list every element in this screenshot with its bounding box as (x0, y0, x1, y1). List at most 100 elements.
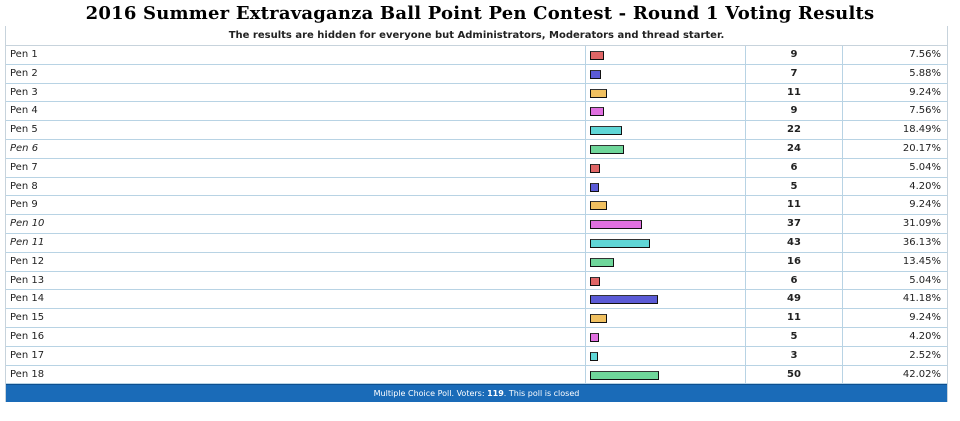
poll-option-row: Pen 17 3 2.52% (6, 346, 947, 366)
poll-option-percent: 4.20% (909, 330, 941, 342)
poll-option-percent: 7.56% (909, 105, 941, 117)
poll-option-row: Pen 3 11 9.24% (6, 83, 947, 103)
poll-option-bar-cell (586, 177, 746, 196)
footer-prefix: Multiple Choice Poll. Voters: (373, 389, 488, 399)
poll-options-list: Pen 1 9 7.56% Pen 2 7 5.88% Pen 3 11 9.24% Pen 4 9… (6, 46, 947, 385)
poll-option-label: Pen 9 (6, 196, 586, 215)
poll-option-percent: 13.45% (902, 255, 941, 267)
poll-option-bar (590, 182, 599, 192)
poll-option-percent: 7.56% (909, 49, 941, 60)
poll-option-label: Pen 12 (6, 252, 586, 271)
poll-option-row: Pen 5 22 18.49% (6, 121, 947, 140)
poll-option-row: Pen 4 9 7.56% (6, 102, 947, 122)
poll-option-bar-cell (586, 64, 746, 83)
poll-option-bar (590, 332, 599, 342)
poll-option-votes: 50 (746, 365, 843, 384)
poll-option-votes: 11 (746, 309, 843, 327)
poll-option-bar-cell (586, 139, 746, 158)
results-hidden-notice: The results are hidden for everyone but … (6, 26, 947, 46)
poll-option-label: Pen 2 (6, 64, 586, 83)
poll-option-row: Pen 2 7 5.88% (6, 64, 947, 84)
poll-option-votes: 5 (746, 327, 843, 346)
poll-option-bar (590, 126, 622, 136)
poll-option-bar (590, 257, 614, 267)
poll-option-percent: 4.20% (909, 180, 941, 192)
poll-option-label: Pen 18 (6, 365, 586, 384)
poll-option-votes: 49 (746, 290, 843, 309)
poll-option-row: Pen 10 37 31.09% (6, 215, 947, 234)
poll-option-label: Pen 5 (6, 121, 586, 139)
poll-option-percent: 9.24% (909, 199, 941, 211)
poll-option-row: Pen 13 6 5.04% (6, 271, 947, 291)
voter-count: 119 (487, 389, 504, 399)
poll-option-bar-cell (586, 121, 746, 139)
poll-option-votes: 11 (746, 83, 843, 102)
poll-option-label: Pen 15 (6, 309, 586, 327)
poll-option-bar (590, 276, 600, 286)
poll-option-label: Pen 16 (6, 327, 586, 346)
poll-option-votes: 5 (746, 177, 843, 196)
poll-option-votes: 22 (746, 121, 843, 139)
poll-option-percent: 31.09% (902, 218, 941, 230)
poll-option-row: Pen 14 49 41.18% (6, 290, 947, 310)
poll-option-percent: 5.04% (909, 161, 941, 173)
poll-option-row: Pen 1 9 7.56% (6, 46, 947, 65)
poll-option-bar (590, 238, 650, 248)
poll-option-bar-cell (586, 271, 746, 290)
poll-option-label: Pen 6 (6, 139, 586, 158)
poll-option-bar-cell (586, 102, 746, 121)
footer-suffix: . This poll is closed (503, 389, 580, 399)
poll-option-row: Pen 9 11 9.24% (6, 196, 947, 216)
poll-option-bar-cell (586, 346, 746, 365)
poll-option-bar (590, 201, 607, 211)
poll-option-bar (590, 295, 658, 305)
poll-option-bar-cell (586, 327, 746, 346)
poll-option-percent: 9.24% (909, 86, 941, 98)
poll-option-bar (590, 88, 607, 98)
poll-option-votes: 16 (746, 252, 843, 271)
poll-option-votes: 24 (746, 139, 843, 158)
poll-option-bar (590, 314, 607, 324)
poll-option-bar-cell (586, 233, 746, 252)
poll-option-label: Pen 7 (6, 158, 586, 177)
poll-option-percent: 2.52% (909, 349, 941, 361)
poll-option-bar-cell (586, 158, 746, 177)
poll-option-votes: 11 (746, 196, 843, 215)
poll-title: 2016 Summer Extravaganza Ball Point Pen … (85, 3, 875, 24)
poll-option-row: Pen 15 11 9.24% (6, 309, 947, 328)
poll-option-bar-cell (586, 46, 746, 64)
poll-option-label: Pen 8 (6, 177, 586, 196)
poll-option-percent: 5.88% (909, 67, 941, 79)
poll-option-row: Pen 7 6 5.04% (6, 158, 947, 178)
poll-option-votes: 9 (746, 102, 843, 121)
poll-option-bar-cell (586, 196, 746, 215)
poll-option-bar (590, 107, 604, 117)
poll-option-votes: 6 (746, 271, 843, 290)
poll-option-percent: 36.13% (902, 236, 941, 248)
poll-option-bar-cell (586, 83, 746, 102)
poll-option-label: Pen 17 (6, 346, 586, 365)
poll-option-votes: 43 (746, 233, 843, 252)
poll-option-label: Pen 13 (6, 271, 586, 290)
poll-option-votes: 7 (746, 64, 843, 83)
poll-option-bar (590, 69, 601, 79)
poll-option-bar-cell (586, 309, 746, 327)
poll-option-label: Pen 3 (6, 83, 586, 102)
poll-option-percent: 5.04% (909, 274, 941, 286)
poll-option-votes: 3 (746, 346, 843, 365)
poll-option-bar (590, 220, 642, 230)
poll-option-bar (590, 351, 598, 361)
poll-option-row: Pen 8 5 4.20% (6, 177, 947, 197)
poll-option-percent: 20.17% (902, 142, 941, 154)
poll-option-row: Pen 16 5 4.20% (6, 327, 947, 347)
poll-option-percent: 18.49% (902, 124, 941, 136)
poll-option-row: Pen 12 16 13.45% (6, 252, 947, 272)
poll-option-row: Pen 11 43 36.13% (6, 233, 947, 253)
poll-option-label: Pen 1 (6, 46, 586, 64)
poll-option-bar-cell (586, 365, 746, 384)
poll-option-label: Pen 14 (6, 290, 586, 309)
poll-option-label: Pen 11 (6, 233, 586, 252)
poll-option-row: Pen 18 50 42.02% (6, 365, 947, 385)
poll-option-votes: 9 (746, 46, 843, 64)
poll-option-row: Pen 6 24 20.17% (6, 139, 947, 159)
